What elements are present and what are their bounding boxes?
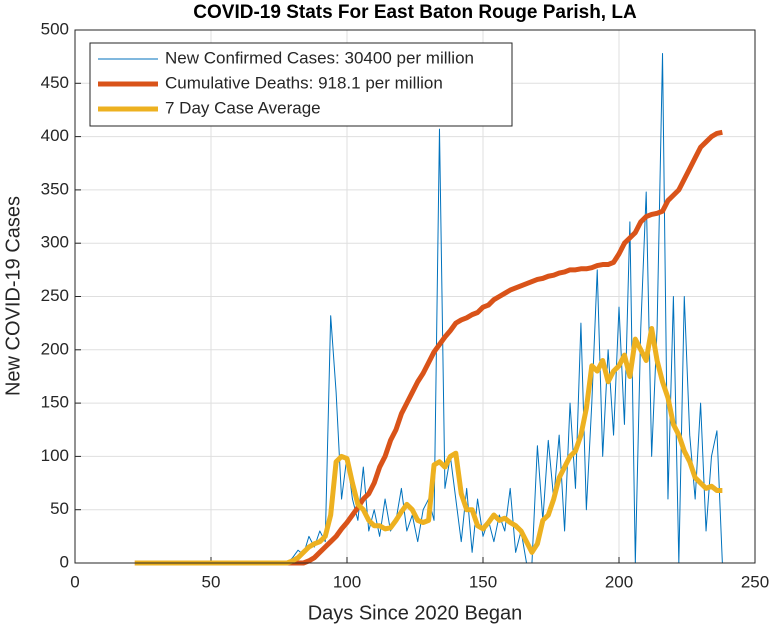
y-tick-label: 50 [50,499,69,518]
x-tick-label: 0 [70,572,79,591]
y-tick-label: 400 [41,126,69,145]
y-tick-label: 450 [41,73,69,92]
chart-title: COVID-19 Stats For East Baton Rouge Pari… [193,2,637,23]
legend-label: 7 Day Case Average [165,98,321,117]
y-axis-label: New COVID-19 Cases [2,196,24,396]
y-tick-label: 0 [60,552,69,571]
y-tick-label: 350 [41,179,69,198]
legend-label: Cumulative Deaths: 918.1 per million [165,73,443,92]
legend-box [89,42,513,127]
x-tick-label: 100 [333,572,361,591]
x-axis-label: Days Since 2020 Began [308,602,523,624]
y-tick-label: 100 [41,446,69,465]
axes-box [74,29,756,564]
y-tick-label: 150 [41,393,69,412]
x-tick-label: 50 [202,572,221,591]
legend-label: New Confirmed Cases: 30400 per million [165,48,474,67]
y-tick-label: 300 [41,233,69,252]
x-tick-label: 200 [605,572,633,591]
y-tick-label: 200 [41,339,69,358]
y-tick-label: 500 [41,19,69,38]
legend: New Confirmed Cases: 30400 per million Cu… [89,42,513,127]
x-tick-label: 150 [469,572,497,591]
y-tick-label: 250 [41,286,69,305]
x-tick-label: 250 [741,572,769,591]
